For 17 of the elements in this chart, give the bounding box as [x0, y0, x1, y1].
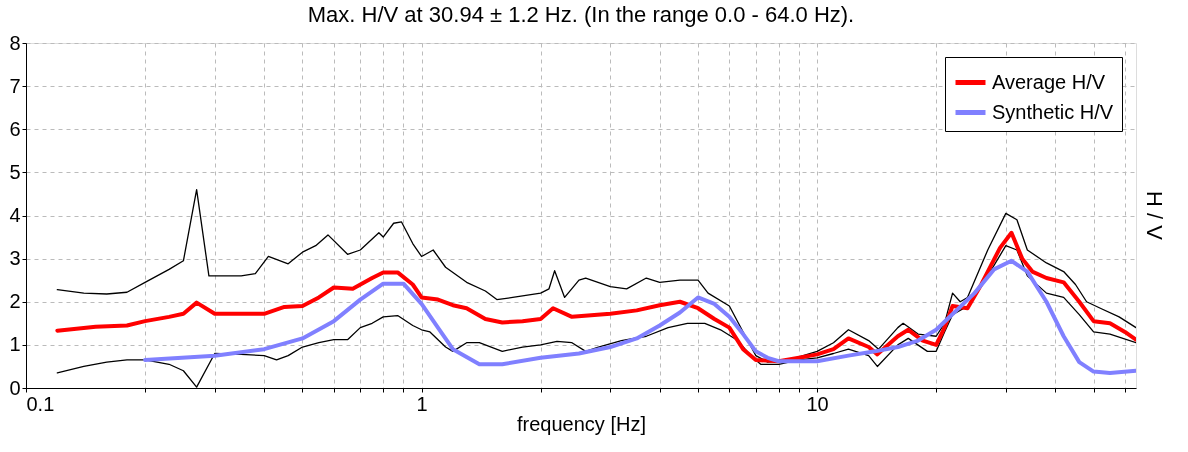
- y-tick-label: 3: [9, 247, 21, 270]
- legend-label: Average H/V: [992, 70, 1106, 93]
- x-tick-label: 10: [806, 392, 829, 415]
- chart-title: Max. H/V at 30.94 ± 1.2 Hz. (In the range 0.0 - 64.0 Hz).: [307, 2, 855, 27]
- y-tick-label: 5: [9, 160, 21, 183]
- y-tick-label: 8: [9, 31, 21, 54]
- y-tick-label: 6: [9, 117, 21, 140]
- y-tick-label: 2: [9, 290, 21, 313]
- x-tick-label: 0.1: [26, 392, 55, 415]
- x-tick-label: 1: [416, 392, 428, 415]
- y-axis-title: H / V: [1142, 191, 1167, 241]
- y-tick-label: 7: [9, 74, 21, 97]
- y-tick-label: 0: [9, 376, 21, 399]
- x-axis-title: frequency [Hz]: [517, 412, 646, 435]
- legend-label: Synthetic H/V: [992, 100, 1114, 123]
- y-tick-label: 4: [9, 204, 21, 226]
- y-tick-label: 1: [9, 333, 21, 356]
